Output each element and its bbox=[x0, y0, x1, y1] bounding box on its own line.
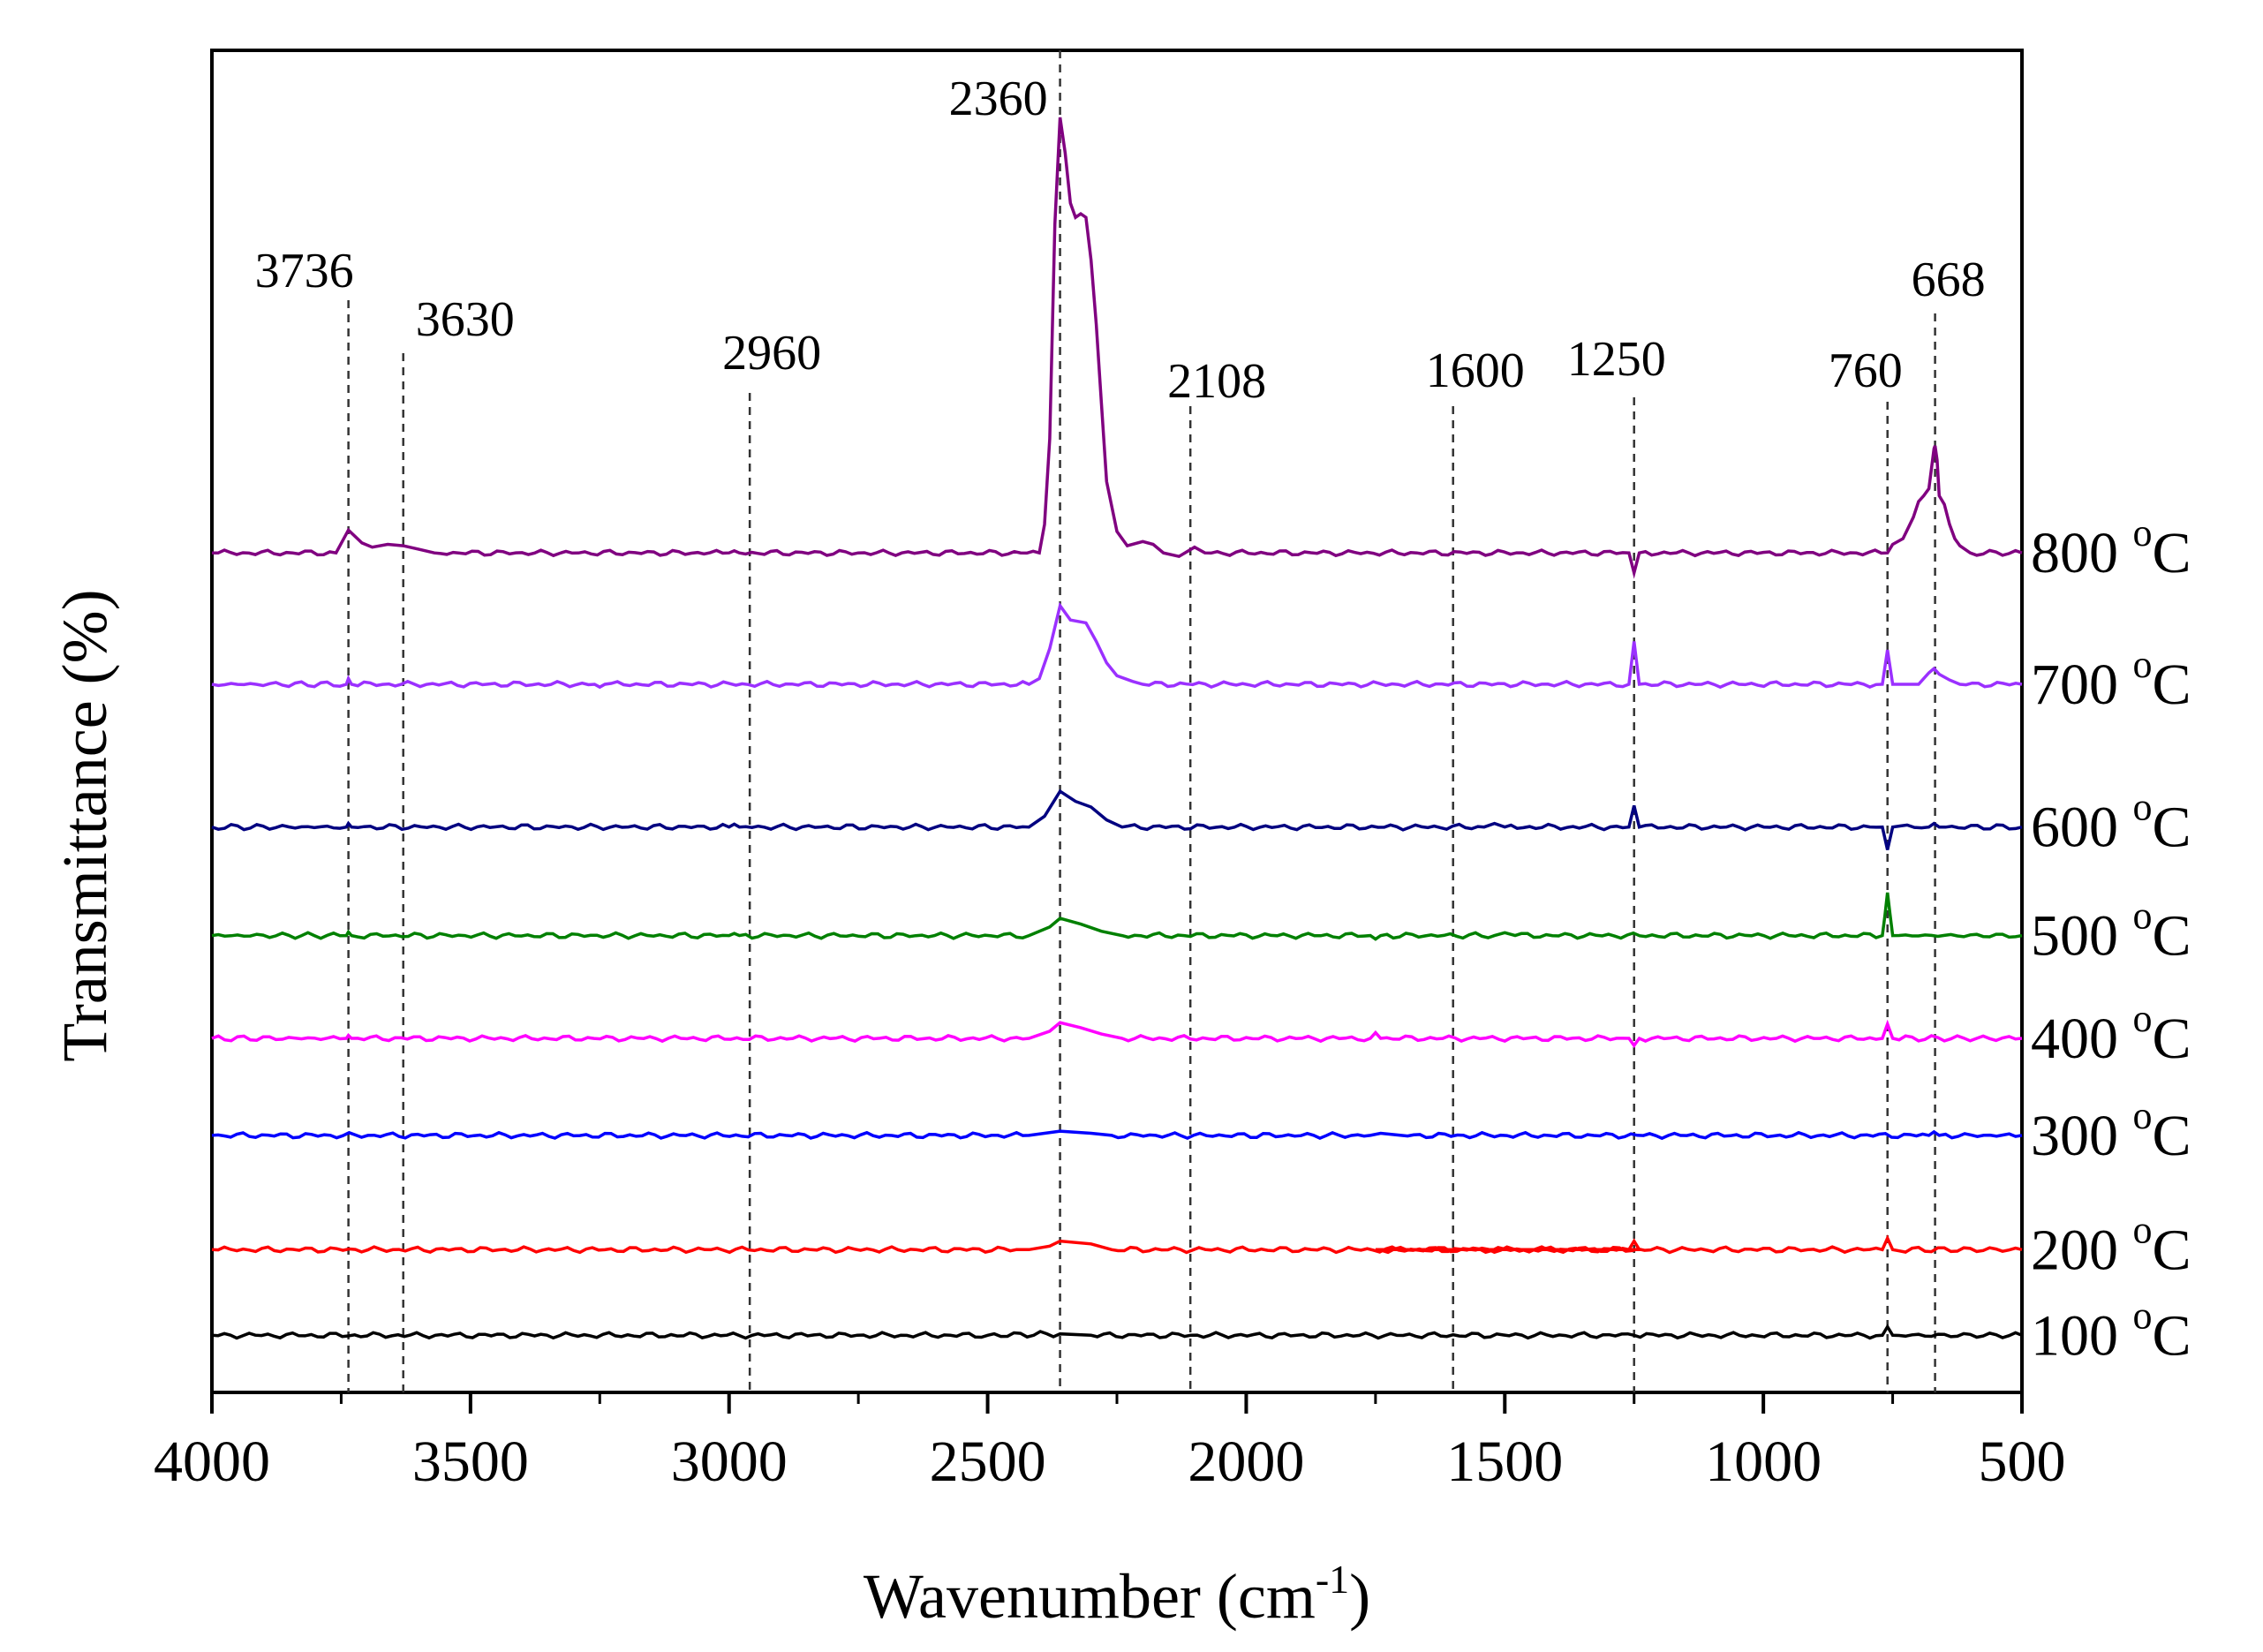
series-line-200 bbox=[211, 1234, 2023, 1255]
temp-label-400: 400 oC bbox=[2031, 997, 2191, 1071]
temp-label-200: 200 oC bbox=[2031, 1208, 2191, 1282]
series-line-100 bbox=[211, 1324, 2023, 1340]
x-axis-ticks: 4000 3500 3000 2500 2000 1500 1000 500 bbox=[154, 1392, 2066, 1494]
x-tick-label: 500 bbox=[1979, 1429, 2066, 1494]
peak-label-2108: 2108 bbox=[1167, 354, 1266, 409]
temp-label-800: 800 oC bbox=[2031, 511, 2191, 585]
x-axis-title: Wavenumber (cm-1) bbox=[864, 1557, 1370, 1632]
series-line-700 bbox=[211, 601, 2023, 690]
series-line-500 bbox=[211, 892, 2023, 941]
x-tick-label: 3500 bbox=[412, 1429, 529, 1494]
series-line-400 bbox=[211, 1019, 2023, 1049]
x-tick-label: 2000 bbox=[1188, 1429, 1304, 1494]
x-tick-label: 2500 bbox=[930, 1429, 1046, 1494]
peak-label-3630: 3630 bbox=[416, 292, 515, 347]
temp-label-600: 600 oC bbox=[2031, 786, 2191, 860]
peak-label-1250: 1250 bbox=[1567, 332, 1666, 387]
peak-label-2360: 2360 bbox=[949, 72, 1048, 126]
temp-label-500: 500 oC bbox=[2031, 894, 2191, 969]
x-tick-label: 1000 bbox=[1705, 1429, 1822, 1494]
series-line-800 bbox=[211, 117, 2023, 579]
x-tick-label: 3000 bbox=[671, 1429, 788, 1494]
peak-marker-lines bbox=[347, 50, 1936, 1392]
plot-frame bbox=[210, 49, 2024, 1394]
peak-label-3736: 3736 bbox=[255, 244, 354, 298]
spectra-series bbox=[211, 117, 2023, 1340]
temp-label-300: 300 oC bbox=[2031, 1094, 2191, 1168]
peak-label-2960: 2960 bbox=[722, 326, 821, 381]
x-tick-label: 4000 bbox=[154, 1429, 270, 1494]
peak-label-760: 760 bbox=[1829, 343, 1903, 398]
peak-label-1600: 1600 bbox=[1426, 343, 1525, 398]
temp-label-100: 100 oC bbox=[2031, 1294, 2191, 1368]
series-line-600 bbox=[211, 788, 2023, 850]
temperature-labels: 100 oC 200 oC 300 oC 400 oC 500 oC 600 oC 700 … bbox=[2031, 511, 2191, 1368]
peak-label-668: 668 bbox=[1912, 253, 1986, 307]
y-axis-title: Transmittance (%) bbox=[49, 589, 120, 1061]
temp-label-700: 700 oC bbox=[2031, 643, 2191, 717]
x-tick-label: 1500 bbox=[1446, 1429, 1563, 1494]
series-line-300 bbox=[211, 1129, 2023, 1141]
